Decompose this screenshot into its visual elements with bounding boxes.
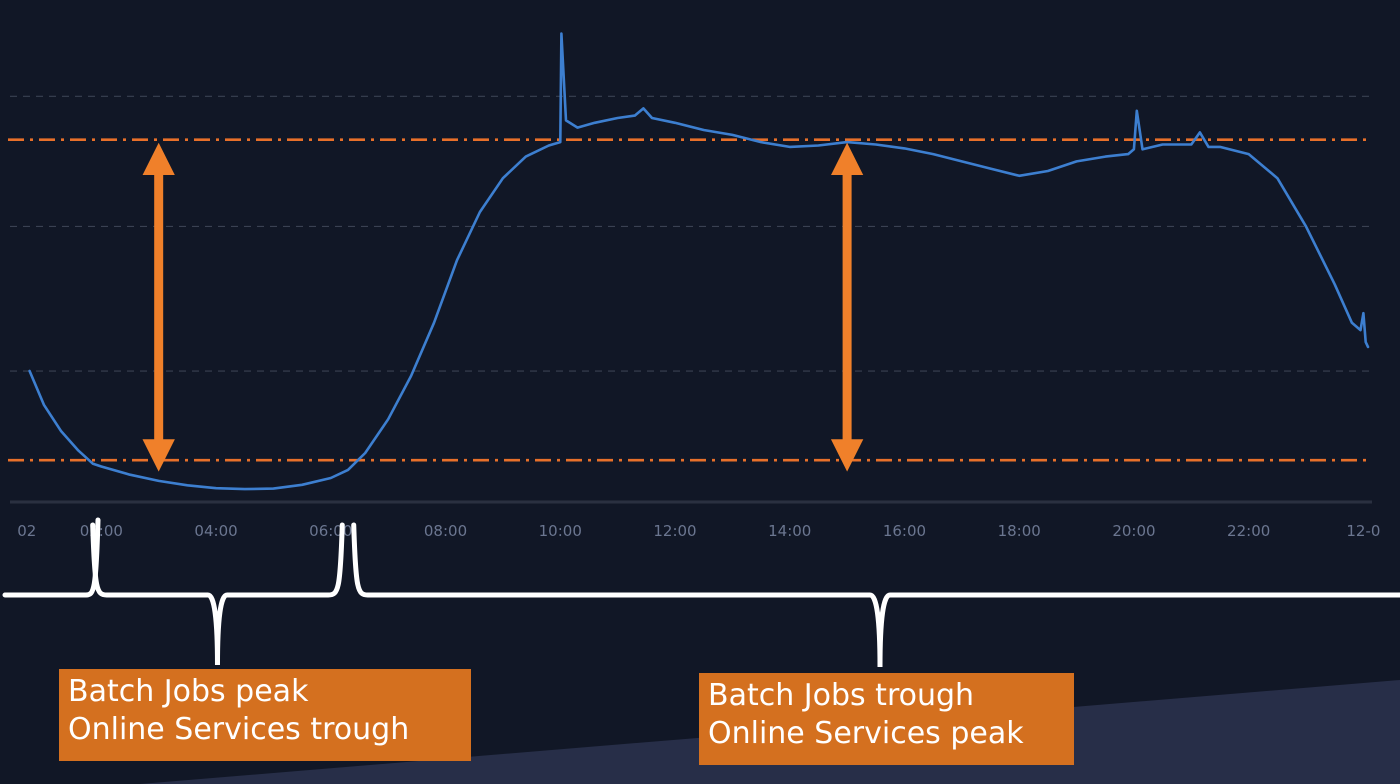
- data-point-0-21: [501, 177, 504, 180]
- x-tick-label-5: 10:00: [539, 522, 582, 540]
- x-tick-label-2: 04:00: [194, 522, 237, 540]
- data-point-0-58: [1247, 153, 1250, 156]
- series-line-0: [28, 32, 1370, 491]
- data-point-0-43: [960, 160, 963, 163]
- data-point-0-47: [1075, 160, 1078, 163]
- data-point-0-1: [43, 403, 45, 406]
- x-tick-label-12: 12-0: [1346, 522, 1380, 540]
- data-point-0-30: [633, 114, 636, 117]
- brace-batch-peak: [90, 522, 345, 666]
- data-point-0-17: [410, 374, 413, 377]
- data-point-0-53: [1161, 143, 1164, 146]
- data-point-0-35: [731, 133, 734, 136]
- data-point-0-32: [651, 117, 653, 119]
- callout-batch-trough: Batch Jobs trough Online Services peak: [699, 673, 1074, 765]
- x-tick-label-0: 02: [17, 522, 36, 540]
- data-point-0-49: [1127, 153, 1130, 156]
- data-point-0-19: [456, 259, 458, 262]
- data-point-0-5: [100, 465, 103, 468]
- x-tick-label-1: 02:00: [80, 522, 123, 540]
- data-point-0-41: [903, 147, 906, 150]
- data-point-0-64: [1362, 312, 1365, 315]
- data-point-0-34: [702, 129, 705, 131]
- data-point-0-23: [547, 144, 550, 147]
- data-point-0-22: [524, 155, 527, 158]
- x-tick-label-3: 06:00: [309, 522, 352, 540]
- x-tick-label-6: 12:00: [653, 522, 696, 540]
- data-point-0-65: [1364, 341, 1367, 344]
- data-point-0-55: [1199, 131, 1201, 134]
- data-point-0-29: [616, 117, 619, 119]
- x-tick-label-8: 16:00: [883, 522, 926, 540]
- data-point-0-48: [1104, 155, 1107, 158]
- data-point-0-56: [1207, 146, 1210, 148]
- x-tick-label-9: 18:00: [998, 522, 1041, 540]
- x-tick-label-11: 22:00: [1227, 522, 1270, 540]
- data-point-0-25: [560, 32, 563, 35]
- data-point-0-63: [1359, 329, 1362, 331]
- data-point-0-36: [760, 141, 762, 143]
- data-point-0-51: [1135, 109, 1138, 112]
- data-point-0-26: [565, 119, 567, 122]
- data-point-0-50: [1133, 148, 1135, 151]
- callout-batch-peak: Batch Jobs peak Online Services trough: [59, 669, 471, 761]
- data-point-0-8: [186, 484, 189, 487]
- data-point-0-33: [674, 121, 676, 124]
- data-point-0-42: [932, 153, 935, 156]
- data-point-0-9: [215, 487, 217, 490]
- callout-batch-peak-line1: Batch Jobs peak: [68, 674, 309, 709]
- data-point-0-54: [1190, 143, 1193, 146]
- data-point-0-3: [77, 449, 80, 452]
- data-point-0-13: [329, 477, 332, 479]
- data-point-0-2: [60, 430, 63, 433]
- data-point-0-39: [846, 141, 848, 143]
- callout-batch-peak-line2: Online Services trough: [68, 712, 410, 747]
- data-point-0-18: [433, 321, 435, 324]
- data-point-0-0: [28, 370, 31, 372]
- data-point-0-37: [788, 146, 791, 148]
- data-point-0-59: [1276, 177, 1279, 180]
- data-point-0-24: [559, 141, 562, 143]
- data-point-0-44: [989, 167, 992, 170]
- data-point-0-11: [272, 487, 275, 490]
- data-point-0-4: [91, 462, 94, 465]
- data-point-0-28: [593, 121, 596, 124]
- x-tick-label-10: 20:00: [1112, 522, 1155, 540]
- data-point-0-61: [1333, 283, 1336, 286]
- data-point-0-12: [301, 483, 304, 486]
- data-point-0-52: [1141, 148, 1144, 151]
- brace-left-rail: [2, 517, 101, 598]
- data-point-0-57: [1219, 146, 1221, 148]
- brace-batch-trough: [351, 522, 1400, 668]
- data-point-0-6: [129, 473, 131, 476]
- data-point-0-27: [576, 126, 579, 129]
- data-point-0-16: [387, 418, 390, 421]
- data-point-0-20: [479, 211, 481, 213]
- data-point-0-66: [1367, 346, 1369, 348]
- data-point-0-46: [1046, 170, 1049, 172]
- data-point-0-45: [1018, 174, 1021, 177]
- data-point-0-62: [1351, 321, 1353, 324]
- x-tick-label-4: 08:00: [424, 522, 467, 540]
- callout-batch-trough-line2: Online Services peak: [708, 716, 1024, 751]
- data-point-0-31: [642, 107, 645, 110]
- x-tick-label-7: 14:00: [768, 522, 811, 540]
- data-point-0-10: [243, 488, 246, 491]
- data-point-0-38: [817, 144, 820, 147]
- callout-batch-trough-line1: Batch Jobs trough: [708, 678, 975, 713]
- data-point-0-7: [157, 480, 160, 482]
- data-point-0-14: [347, 468, 349, 471]
- data-point-0-15: [364, 452, 367, 454]
- data-point-0-60: [1305, 225, 1307, 228]
- data-point-0-40: [874, 143, 877, 146]
